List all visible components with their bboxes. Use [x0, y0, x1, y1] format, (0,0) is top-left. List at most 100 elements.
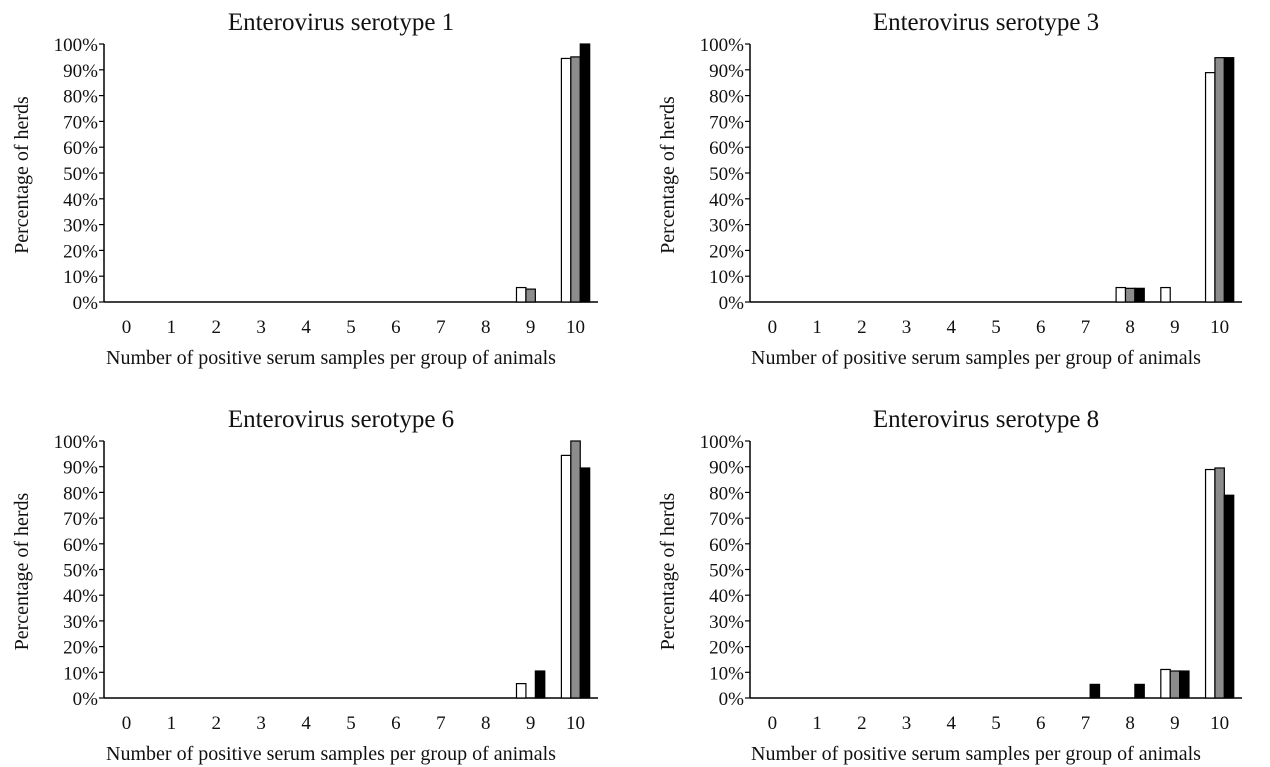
chart-title: Enterovirus serotype 6 — [228, 406, 454, 433]
y-tick-label: 0% — [719, 293, 745, 314]
y-tick-label: 90% — [709, 61, 744, 82]
x-tick-label: 8 — [1125, 713, 1135, 734]
x-tick-label: 9 — [526, 713, 536, 734]
x-tick-label: 3 — [902, 317, 912, 338]
y-tick-label: 30% — [709, 216, 744, 237]
x-tick-label: 3 — [256, 713, 266, 734]
y-tick-label: 20% — [63, 241, 98, 262]
x-tick-label: 9 — [1170, 317, 1180, 338]
bar-10-s2 — [570, 56, 581, 303]
x-tick-label: 7 — [436, 713, 446, 734]
chart-title: Enterovirus serotype 3 — [873, 9, 1099, 36]
bar-10-s3 — [1223, 57, 1235, 303]
bar-10-s1 — [1204, 72, 1216, 303]
y-tick-label: 100% — [700, 35, 745, 56]
y-tick-label: 50% — [709, 561, 744, 582]
y-tick-label: 80% — [63, 87, 98, 108]
x-tick-label: 4 — [301, 317, 311, 338]
x-tick-label: 0 — [122, 317, 132, 338]
chart-panel-4: Enterovirus serotype 8 0% 10% 20% 30% 40% 50% 6… — [657, 406, 1242, 765]
x-tick-label: 6 — [1036, 713, 1046, 734]
y-tick-label: 100% — [54, 35, 99, 56]
y-axis-label: Percentage of herds — [657, 492, 679, 650]
x-tick-label: 1 — [812, 317, 822, 338]
bar-10-s2 — [1214, 467, 1225, 699]
y-tick-label: 60% — [709, 138, 744, 159]
x-tick-label: 6 — [391, 317, 401, 338]
x-tick-label: 5 — [346, 713, 356, 734]
y-tick-label: 60% — [63, 138, 98, 159]
y-tick-label: 40% — [63, 190, 98, 211]
bar-8-s2 — [1124, 287, 1136, 303]
chart-panel-2: Enterovirus serotype 3 0% 10% 20% 30% 40% 50% 6… — [657, 9, 1242, 369]
bar-9-s1 — [1160, 286, 1171, 303]
x-tick-label: 5 — [346, 317, 356, 338]
y-tick-label: 60% — [63, 535, 98, 556]
bar-10-s1 — [560, 454, 572, 699]
bar-9-s1 — [515, 683, 527, 699]
y-tick-label: 30% — [63, 216, 98, 237]
y-axis-label: Percentage of herds — [11, 492, 33, 650]
x-tick-label: 10 — [566, 317, 585, 338]
bar-9-s2 — [525, 288, 536, 303]
y-tick-label: 10% — [709, 267, 744, 288]
chart-panel-3: Enterovirus serotype 6 0% 10% 20% 30% 40% 50% 6… — [11, 406, 598, 765]
x-tick-label: 4 — [947, 317, 957, 338]
x-axis-label: Number of positive serum samples per gro… — [106, 347, 556, 369]
bar-9-s1 — [1160, 668, 1171, 699]
x-tick-label: 3 — [902, 713, 912, 734]
y-tick-label: 90% — [63, 458, 98, 479]
bar-10-s2 — [570, 440, 581, 699]
bar-10-s1 — [1204, 468, 1216, 699]
bar-9-s3 — [534, 670, 546, 699]
y-tick-label: 100% — [54, 432, 99, 453]
x-tick-label: 2 — [212, 317, 222, 338]
x-tick-label: 2 — [857, 317, 867, 338]
y-tick-label: 60% — [709, 535, 744, 556]
x-axis-label: Number of positive serum samples per gro… — [751, 743, 1201, 765]
bar-10-s3 — [579, 43, 591, 303]
bar-10-s2 — [1214, 57, 1225, 303]
x-tick-label: 5 — [991, 317, 1001, 338]
x-tick-label: 0 — [768, 317, 778, 338]
y-tick-label: 70% — [63, 509, 98, 530]
y-tick-label: 70% — [709, 112, 744, 133]
y-axis-label: Percentage of herds — [11, 96, 33, 254]
x-tick-label: 6 — [391, 713, 401, 734]
bar-10-s1 — [560, 57, 572, 303]
chart-title: Enterovirus serotype 1 — [228, 9, 454, 36]
bar-9-s3 — [1179, 670, 1190, 699]
y-tick-label: 70% — [63, 112, 98, 133]
y-tick-label: 0% — [719, 689, 745, 710]
y-tick-label: 30% — [709, 612, 744, 633]
y-tick-label: 30% — [63, 612, 98, 633]
x-tick-label: 7 — [1081, 713, 1091, 734]
x-tick-label: 8 — [481, 317, 491, 338]
bar-8-s1 — [1115, 286, 1127, 303]
y-tick-label: 50% — [63, 164, 98, 185]
x-tick-label: 4 — [947, 713, 957, 734]
y-tick-label: 70% — [709, 509, 744, 530]
x-tick-label: 2 — [212, 713, 222, 734]
y-tick-label: 90% — [709, 458, 744, 479]
x-tick-label: 0 — [768, 713, 778, 734]
x-tick-label: 1 — [167, 317, 177, 338]
x-tick-label: 8 — [481, 713, 491, 734]
x-tick-label: 2 — [857, 713, 867, 734]
x-tick-label: 6 — [1036, 317, 1046, 338]
y-axis-label: Percentage of herds — [657, 96, 679, 254]
y-tick-label: 40% — [709, 190, 744, 211]
y-tick-label: 90% — [63, 61, 98, 82]
x-tick-label: 4 — [301, 713, 311, 734]
x-tick-label: 10 — [1210, 317, 1229, 338]
bar-8-s3 — [1134, 287, 1145, 303]
bar-8-s3 — [1134, 683, 1145, 699]
x-tick-label: 3 — [256, 317, 266, 338]
x-tick-label: 9 — [526, 317, 536, 338]
x-tick-label: 7 — [436, 317, 446, 338]
y-tick-label: 100% — [700, 432, 745, 453]
x-tick-label: 10 — [566, 713, 585, 734]
x-tick-label: 8 — [1125, 317, 1135, 338]
bar-9-s1 — [515, 286, 527, 303]
